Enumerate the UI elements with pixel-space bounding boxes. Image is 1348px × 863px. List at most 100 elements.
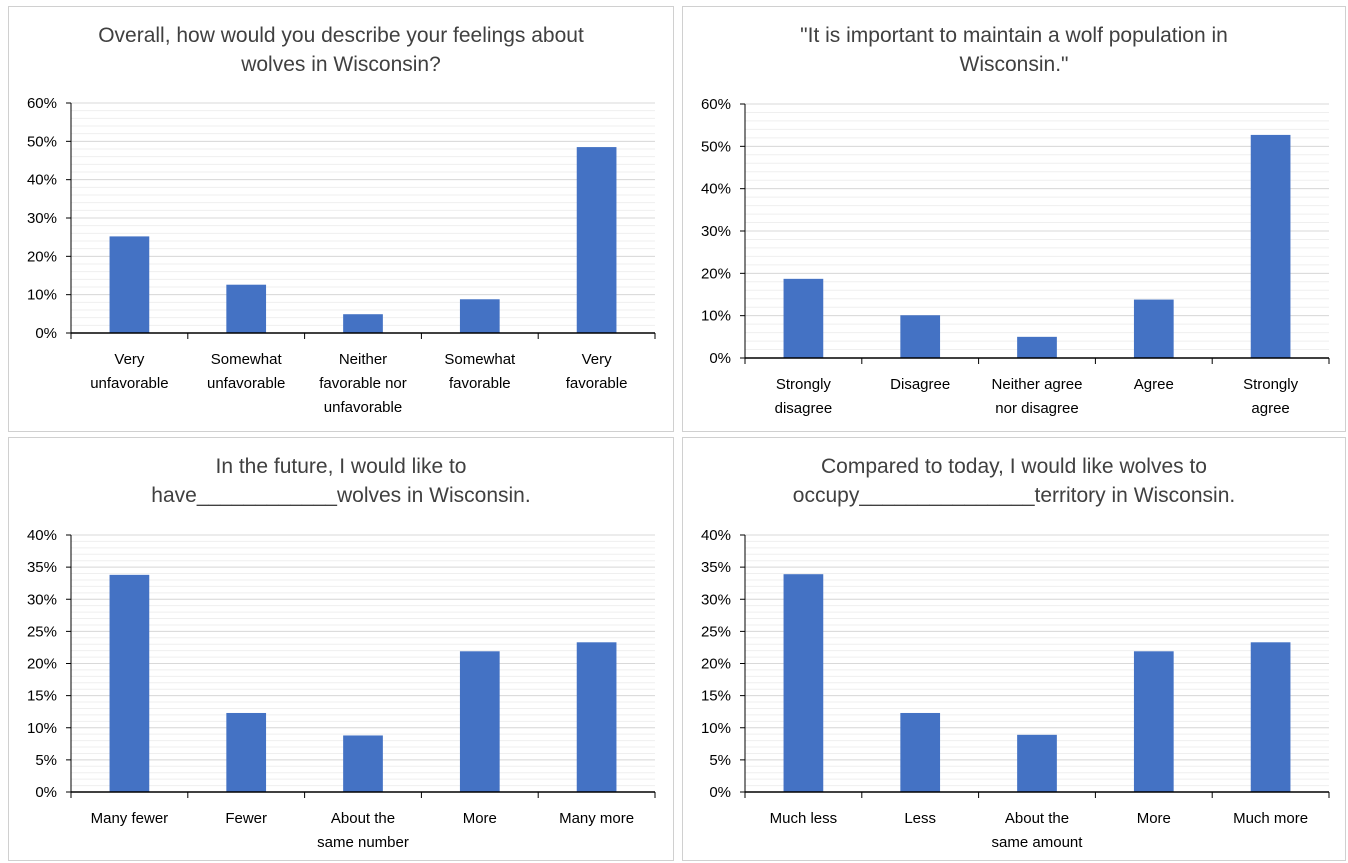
y-tick-label: 30% <box>701 223 731 240</box>
x-tick-label-line: unfavorable <box>207 375 285 392</box>
y-tick-label: 10% <box>701 308 731 325</box>
y-tick-label: 10% <box>27 720 57 737</box>
x-tick-label: Less <box>904 810 936 827</box>
x-tick-label-line: favorable nor <box>319 375 407 392</box>
bar <box>226 712 267 792</box>
y-tick-label: 60% <box>27 95 57 112</box>
y-tick-label: 30% <box>701 591 731 608</box>
y-tick-label: 35% <box>701 559 731 576</box>
bar <box>900 315 941 358</box>
bar <box>343 735 383 792</box>
bar <box>1017 734 1057 792</box>
chart-title-line: occupy_______________territory in Wiscon… <box>792 484 1236 507</box>
y-tick-label: 30% <box>27 210 57 227</box>
x-tick-label-line: unfavorable <box>90 375 168 392</box>
x-tick-label: Very unfavorable <box>90 351 168 392</box>
bar <box>343 314 383 333</box>
x-tick-label: More <box>463 810 497 827</box>
x-tick-label-line: More <box>1137 810 1171 827</box>
x-tick-label: Many more <box>559 810 634 827</box>
chart-plot: 0%10%20%30%40%50%60%Very unfavorableSomew… <box>27 95 656 416</box>
x-tick-label-line: About the <box>331 810 395 827</box>
x-tick-label: Somewhat favorable <box>444 351 516 392</box>
y-tick-label: 0% <box>709 350 731 367</box>
x-tick-label-line: unfavorable <box>324 399 402 416</box>
x-tick-label-line: Somewhat <box>211 351 283 368</box>
x-tick-label-line: disagree <box>775 400 833 417</box>
chart-panel-feelings: Overall, how would you describe your fee… <box>8 6 674 432</box>
y-tick-label: 40% <box>27 172 57 189</box>
bar <box>576 642 617 792</box>
y-tick-label: 20% <box>701 656 731 673</box>
x-tick-label: Somewhat unfavorable <box>207 351 285 392</box>
bar <box>1250 134 1291 358</box>
x-tick-label-line: Very <box>582 351 613 368</box>
chart-title-line: have____________wolves in Wisconsin. <box>151 484 531 507</box>
x-tick-label-line: Disagree <box>890 376 950 393</box>
x-tick-label: Fewer <box>225 810 267 827</box>
y-tick-label: 20% <box>27 248 57 265</box>
x-tick-label-line: Much more <box>1233 810 1308 827</box>
chart-panel-territory: Compared to today, I would like wolves t… <box>682 437 1346 861</box>
x-tick-label: About the same number <box>317 810 409 851</box>
chart-panel-future-number: In the future, I would like to have_____… <box>8 437 674 861</box>
y-tick-label: 5% <box>35 752 57 769</box>
chart-plot: 0% 10% 20% 30% 40% 50% 60% Strongly disagree Disa… <box>701 96 1330 417</box>
x-tick-label-line: Strongly <box>776 376 832 393</box>
y-tick-label: 20% <box>701 265 731 282</box>
x-tick-label-line: Neither <box>339 351 387 368</box>
bar <box>783 278 824 358</box>
chart-title: In the future, I would like to have_____… <box>9 452 673 510</box>
chart-title: Overall, how would you describe your fee… <box>9 21 673 79</box>
bar <box>1250 642 1291 792</box>
y-tick-label: 10% <box>27 287 57 304</box>
bar <box>1133 299 1174 358</box>
chart-title: "It is important to maintain a wolf popu… <box>683 21 1345 79</box>
y-tick-label: 50% <box>27 133 57 150</box>
bar <box>226 284 267 333</box>
x-tick-label: Agree <box>1134 376 1174 393</box>
bar <box>1133 651 1174 792</box>
x-tick-label-line: Agree <box>1134 376 1174 393</box>
bar <box>576 147 617 333</box>
y-tick-label: 40% <box>27 527 57 544</box>
x-tick-label: Much more <box>1233 810 1308 827</box>
y-tick-label: 15% <box>701 688 731 705</box>
chart-plot: 0% 5% 10% 15% 20% 25% 30% 35% 40% Much less Less Ab… <box>701 527 1330 851</box>
x-tick-label: More <box>1137 810 1171 827</box>
x-tick-label: About the same amount <box>992 810 1084 851</box>
x-tick-label: Disagree <box>890 376 950 393</box>
x-tick-label-line: Neither agree <box>992 376 1083 393</box>
x-tick-label: Much less <box>770 810 838 827</box>
x-tick-label: Strongly disagree <box>775 376 833 417</box>
chart-panel-importance: "It is important to maintain a wolf popu… <box>682 6 1346 432</box>
y-tick-label: 0% <box>35 325 57 342</box>
x-tick-label-line: Fewer <box>225 810 267 827</box>
x-tick-label-line: Many fewer <box>91 810 169 827</box>
chart-title-line: In the future, I would like to <box>215 455 467 478</box>
chart-plot: 0% 5% 10% 15% 20% 25% 30% 35% 40% Many fewer Fewer… <box>27 527 656 851</box>
y-tick-label: 5% <box>709 752 731 769</box>
x-tick-label: Neither agree nor disagree <box>992 376 1083 417</box>
chart-title-line: wolves in Wisconsin? <box>241 53 441 76</box>
y-tick-label: 40% <box>701 527 731 544</box>
x-tick-label-line: nor disagree <box>995 400 1078 417</box>
x-tick-label-line: Strongly <box>1243 376 1299 393</box>
x-tick-label-line: same number <box>317 834 409 851</box>
x-tick-label-line: Somewhat <box>444 351 516 368</box>
x-tick-label: Strongly agree <box>1243 376 1299 417</box>
bar <box>109 236 150 333</box>
x-tick-label-line: About the <box>1005 810 1069 827</box>
x-tick-label-line: Less <box>904 810 936 827</box>
x-tick-label: Many fewer <box>91 810 169 827</box>
x-tick-label-line: agree <box>1251 400 1289 417</box>
y-tick-label: 15% <box>27 688 57 705</box>
x-tick-label-line: favorable <box>566 375 628 392</box>
y-tick-label: 25% <box>27 623 57 640</box>
x-tick-label: Very favorable <box>566 351 628 392</box>
bar <box>900 712 941 792</box>
x-tick-label-line: same amount <box>992 834 1084 851</box>
y-tick-label: 25% <box>701 623 731 640</box>
chart-title: Compared to today, I would like wolves t… <box>683 452 1345 510</box>
chart-title-line: Overall, how would you describe your fee… <box>98 24 584 47</box>
